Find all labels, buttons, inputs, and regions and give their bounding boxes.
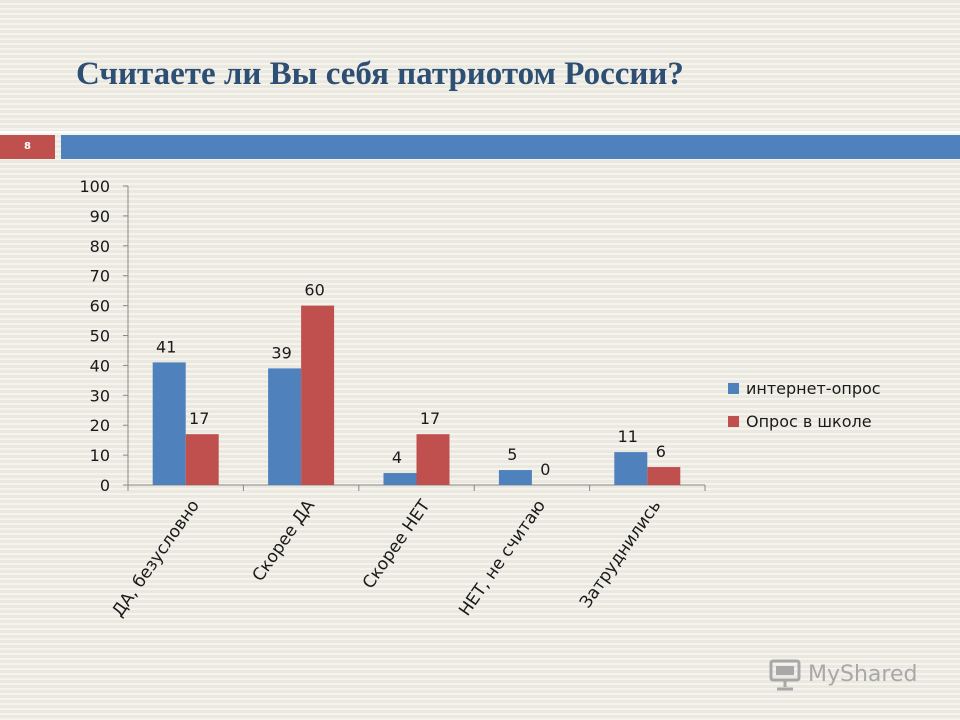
- y-tick-label: 50: [90, 327, 110, 346]
- data-label: 17: [189, 409, 209, 428]
- data-label: 4: [392, 448, 402, 467]
- y-tick-label: 80: [90, 237, 110, 256]
- x-axis: [127, 484, 706, 491]
- y-tick-label: 100: [79, 177, 110, 196]
- bar: [185, 434, 219, 485]
- data-label: 41: [156, 337, 176, 356]
- legend-swatch: [728, 383, 739, 394]
- x-tick-label: Затруднились: [576, 496, 665, 612]
- y-axis: 0 10 20 30 40 50 60 70 80 90 100: [79, 177, 129, 495]
- watermark-text: MyShared: [808, 661, 918, 687]
- bar: [301, 305, 335, 485]
- y-tick-label: 90: [90, 207, 110, 226]
- header-divider-line: [0, 131, 960, 133]
- data-label: 39: [271, 343, 291, 362]
- data-label: 60: [304, 281, 324, 300]
- bar: [498, 470, 532, 485]
- bar: [614, 452, 648, 485]
- data-label: 17: [420, 409, 440, 428]
- data-label: 6: [656, 442, 666, 461]
- bar: [416, 434, 450, 485]
- data-labels: 41 17 39 60 4 17 5 0 11 6: [156, 281, 666, 479]
- data-label: 0: [540, 460, 550, 479]
- y-tick-label: 70: [90, 267, 110, 286]
- header-bar: 8: [0, 131, 960, 159]
- legend-label: Опрос в школе: [746, 412, 872, 431]
- legend-swatch: [728, 416, 739, 427]
- y-tick-label: 20: [90, 416, 110, 435]
- x-tick-label: Скорее ДА: [249, 496, 320, 585]
- y-tick-label: 0: [100, 476, 110, 495]
- category-labels: ДА, безусловно Скорее ДА Скорее НЕТ НЕТ, не…: [108, 496, 665, 621]
- x-tick-label: НЕТ, не считаю: [455, 496, 550, 620]
- bar: [647, 467, 681, 485]
- data-label: 5: [507, 445, 517, 464]
- y-tick-label: 30: [90, 386, 110, 405]
- y-tick-label: 60: [90, 297, 110, 316]
- legend-label: интернет-опрос: [746, 379, 881, 398]
- x-tick-label: ДА, безусловно: [108, 496, 203, 620]
- bars: [152, 305, 681, 485]
- bar: [152, 362, 186, 485]
- y-tick-label: 40: [90, 356, 110, 375]
- slide-title: Считаете ли Вы себя патриотом России?: [76, 56, 684, 92]
- legend: интернет-опрос Опрос в школе: [728, 379, 881, 431]
- bar: [268, 368, 302, 485]
- data-label: 11: [618, 427, 638, 446]
- x-tick-label: Скорее НЕТ: [359, 496, 435, 593]
- y-tick-label: 10: [90, 446, 110, 465]
- bar: [383, 473, 417, 485]
- presentation-screen-icon: [769, 659, 801, 691]
- page-number-badge: 8: [0, 135, 55, 159]
- watermark-logo: MyShared: [768, 656, 917, 692]
- header-accent-bar: [61, 135, 960, 159]
